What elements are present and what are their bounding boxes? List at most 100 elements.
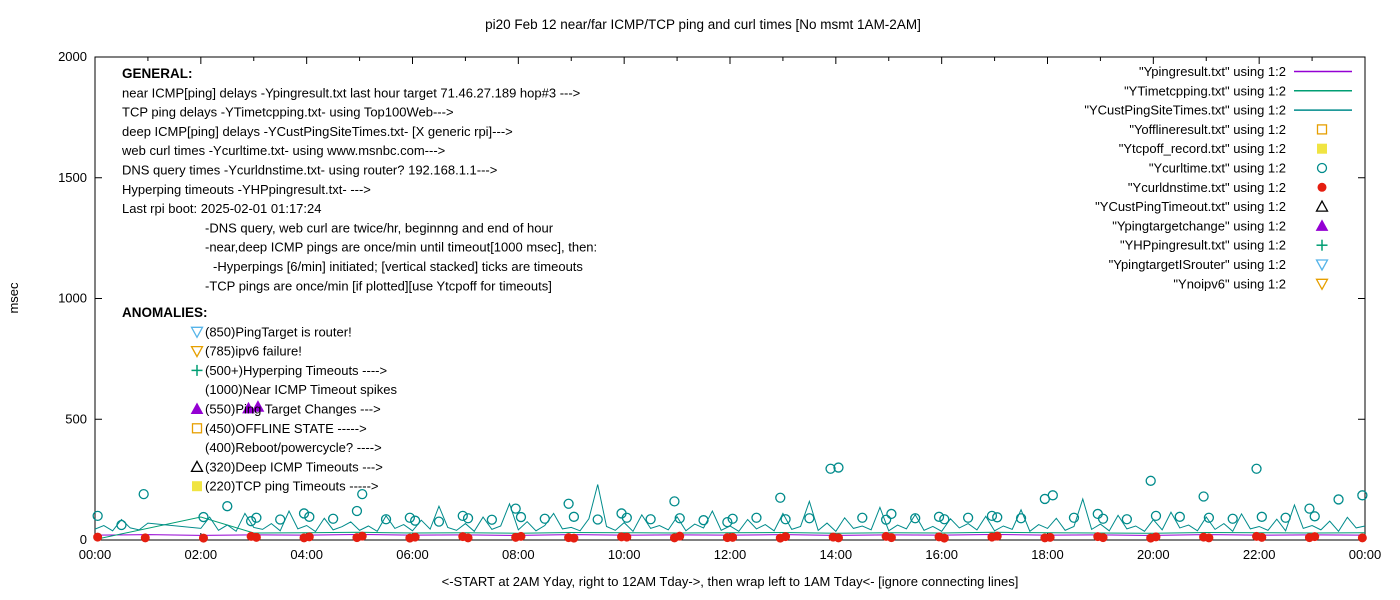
point-ypingtargetchange-icon: [251, 400, 265, 412]
y-tick-label: 1000: [58, 291, 87, 306]
x-tick-label: 02:00: [185, 547, 218, 562]
anomaly-line: (400)Reboot/powercycle? ---->: [205, 440, 382, 455]
anomaly-tri-down-open-icon: [190, 326, 204, 339]
legend-entry-label: "YpingtargetISrouter" using 1:2: [1109, 257, 1286, 272]
y-axis-label: msec: [6, 282, 21, 314]
point-ycurltime-txt-icon: [462, 513, 474, 524]
point-ycurltime-txt-icon: [669, 496, 680, 507]
legend-tri-down-open-icon: [1315, 259, 1329, 272]
point-ycurltime-txt-icon: [539, 513, 550, 524]
point-ycurltime-txt-icon: [833, 462, 844, 473]
point-ycurltime-txt-icon: [380, 514, 392, 525]
point-ycurltime-txt-icon: [933, 511, 945, 522]
anomaly-line: (450)OFFLINE STATE ----->: [205, 421, 367, 436]
point-ycurltime-txt-icon: [1174, 511, 1185, 522]
x-tick-label: 10:00: [608, 547, 641, 562]
point-ycurltime-txt-icon: [886, 508, 897, 520]
point-ycurldnstime-txt-icon: [516, 531, 526, 541]
anomaly-tri-up-open-icon: [190, 460, 204, 473]
point-ycurltime-txt-icon: [510, 503, 521, 514]
general-line: Hyperping timeouts -YHPpingresult.txt- -…: [122, 182, 371, 197]
point-ycurltime-txt-icon: [698, 515, 709, 526]
point-ycurltime-txt-icon: [351, 505, 363, 517]
point-ycurltime-txt-icon: [674, 513, 685, 524]
point-ycurltime-txt-icon: [92, 510, 103, 521]
anomaly-tri-down-open-icon: [190, 345, 204, 358]
point-ycurltime-txt-icon: [327, 513, 339, 524]
point-ycurltime-txt-icon: [1092, 508, 1103, 520]
point-ycurldnstime-txt-icon: [198, 533, 208, 543]
point-ycurltime-txt-icon: [304, 511, 315, 522]
anomalies-heading: ANOMALIES:: [122, 305, 208, 320]
anomaly-line: (1000)Near ICMP Timeout spikes: [205, 382, 397, 397]
point-ycurltime-txt-icon: [222, 501, 233, 512]
anomaly-line: (550)Ping Target Changes --->: [205, 402, 381, 417]
general-line: -DNS query, web curl are twice/hr, begin…: [205, 220, 554, 235]
point-ycurldnstime-txt-icon: [886, 533, 896, 543]
anomaly-tri-up-filled-icon: [190, 402, 204, 414]
y-tick-label: 1500: [58, 170, 87, 185]
x-tick-label: 20:00: [1137, 547, 1170, 562]
point-ycurltime-txt-icon: [825, 463, 836, 474]
point-ycurltime-txt-icon: [804, 513, 815, 524]
point-ycurltime-txt-icon: [727, 513, 738, 524]
point-ycurltime-txt-icon: [722, 516, 733, 528]
point-ycurltime-txt-icon: [962, 512, 974, 523]
point-ycurldnstime-txt-icon: [1151, 532, 1161, 542]
point-ycurltime-txt-icon: [1309, 511, 1320, 522]
point-ycurltime-txt-icon: [1304, 503, 1315, 514]
point-ycurltime-txt-icon: [515, 511, 527, 523]
point-ycurltime-txt-icon: [1047, 490, 1058, 501]
point-ycurltime-txt-icon: [1121, 514, 1133, 525]
point-ycurltime-txt-icon: [357, 488, 368, 500]
point-ycurltime-txt-icon: [245, 516, 257, 527]
point-ycurltime-txt-icon: [563, 498, 574, 509]
point-ycurldnstime-txt-icon: [569, 533, 579, 543]
point-ycurltime-txt-icon: [409, 515, 421, 526]
point-ycurltime-txt-icon: [486, 514, 498, 525]
point-ycurltime-txt-icon: [1357, 490, 1368, 501]
general-line: -TCP pings are once/min [if plotted][use…: [205, 278, 552, 293]
legend-entry-label: "YTimetcpping.txt" using 1:2: [1124, 83, 1286, 98]
point-ycurltime-txt-icon: [198, 511, 209, 523]
point-ycurltime-txt-icon: [1280, 512, 1291, 523]
point-ycurldnstime-txt-icon: [728, 532, 738, 542]
legend-entry-label: "YCustPingSiteTimes.txt" using 1:2: [1084, 103, 1286, 118]
point-ypingtargetchange-icon: [242, 401, 255, 414]
point-ycurltime-txt-icon: [568, 511, 580, 522]
general-line: Last rpi boot: 2025-02-01 01:17:24: [122, 201, 321, 216]
x-tick-label: 04:00: [290, 547, 323, 562]
point-ycurldnstime-txt-icon: [1045, 532, 1055, 542]
chart-title: pi20 Feb 12 near/far ICMP/TCP ping and c…: [485, 17, 921, 32]
general-line: -Hyperpings [6/min] initiated; [vertical…: [213, 259, 583, 274]
series-ycustpingsitetimes-txt-line: [94, 484, 1366, 533]
anomaly-square-open-icon: [191, 423, 203, 434]
point-ycurltime-txt-icon: [910, 513, 921, 524]
point-ycurltime-txt-icon: [1015, 513, 1027, 524]
point-ycurltime-txt-icon: [275, 514, 286, 525]
point-ycurldnstime-txt-icon: [1310, 532, 1320, 542]
legend-tri-up-open-icon: [1315, 199, 1329, 212]
point-ycurltime-txt-icon: [1068, 512, 1080, 523]
point-ycurldnstime-txt-icon: [833, 533, 843, 543]
point-ycurldnstime-txt-icon: [140, 533, 150, 543]
point-ycurltime-txt-icon: [880, 514, 892, 525]
point-ycurltime-txt-icon: [986, 510, 998, 521]
legend-circle-open-icon: [1316, 162, 1328, 174]
legend-entry-label: "YCustPingTimeout.txt" using 1:2: [1095, 199, 1286, 214]
point-ycurltime-txt-icon: [138, 488, 149, 500]
general-line: deep ICMP[ping] delays -YCustPingSiteTim…: [122, 124, 513, 139]
x-tick-label: 00:00: [1349, 547, 1382, 562]
point-ycurldnstime-txt-icon: [304, 532, 314, 542]
point-ycurldnstime-txt-icon: [463, 533, 473, 543]
point-ycurldnstime-txt-icon: [992, 531, 1002, 541]
legend-entry-label: "Ynoipv6" using 1:2: [1173, 276, 1286, 291]
anomaly-line: (500+)Hyperping Timeouts ---->: [205, 363, 387, 378]
point-ycurltime-txt-icon: [1251, 463, 1262, 474]
point-ycurldnstime-txt-icon: [251, 532, 261, 542]
point-ycurltime-txt-icon: [404, 512, 416, 523]
legend-square-open-icon: [1316, 124, 1328, 135]
point-ycurldnstime-txt-icon: [357, 531, 367, 541]
point-ycurldnstime-txt-icon: [1204, 533, 1214, 543]
